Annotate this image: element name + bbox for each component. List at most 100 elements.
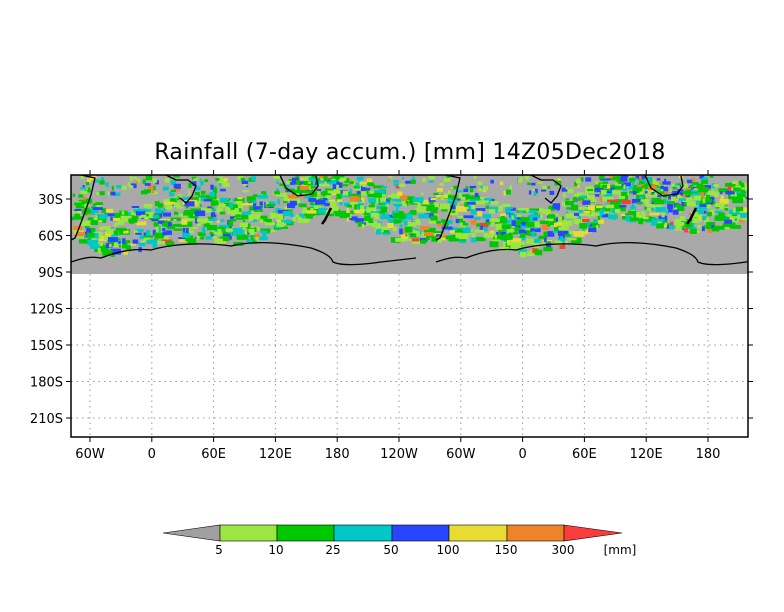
rain-cell	[209, 192, 215, 197]
rain-cell	[448, 227, 458, 231]
rain-cell	[304, 195, 314, 199]
rain-cell	[582, 200, 591, 205]
rain-cell	[604, 187, 614, 191]
rain-cell	[168, 222, 172, 227]
rain-cell	[111, 185, 114, 191]
rain-cell	[588, 227, 597, 233]
rain-cell	[402, 233, 406, 240]
new-zealand-coastline	[321, 207, 333, 225]
rain-cell	[407, 222, 417, 227]
rain-cell	[703, 210, 707, 214]
rain-cell	[146, 239, 158, 245]
rain-cell	[697, 224, 702, 229]
rain-cell	[740, 189, 745, 193]
rain-cell	[220, 219, 225, 222]
rain-cell	[586, 186, 594, 190]
rain-cell	[360, 185, 366, 191]
rain-cell	[381, 186, 388, 189]
africa-coastline	[165, 175, 197, 204]
rain-cell	[383, 230, 390, 233]
rain-cell	[510, 244, 522, 250]
rain-cell	[273, 191, 280, 195]
rain-cell	[330, 177, 336, 181]
rain-cell	[538, 235, 545, 239]
new-zealand-coastline	[686, 207, 698, 225]
rain-cell	[489, 198, 495, 202]
rain-cell	[578, 195, 585, 201]
rain-cell	[624, 195, 629, 201]
lat-tick-label: 120S	[30, 303, 63, 318]
rain-cell	[214, 186, 217, 190]
rain-cell	[629, 175, 632, 178]
rain-cell	[664, 178, 667, 183]
rain-cell	[597, 215, 600, 220]
rain-cell	[147, 206, 152, 209]
rain-cell	[152, 242, 157, 248]
rain-cell	[501, 215, 505, 218]
rain-cell	[412, 176, 415, 180]
rain-cell	[322, 190, 332, 197]
rain-cell	[145, 230, 150, 236]
rain-cell	[153, 185, 156, 190]
rain-cell	[518, 236, 526, 241]
rain-cell	[593, 206, 603, 212]
rain-cell	[558, 216, 562, 223]
rain-cell	[443, 177, 451, 182]
rain-cell	[418, 206, 426, 213]
rain-cell	[126, 212, 131, 217]
rain-cell	[97, 203, 102, 209]
rain-cell	[110, 248, 121, 255]
rain-cell	[715, 206, 723, 209]
rain-cell	[410, 230, 414, 237]
rain-cell	[257, 194, 269, 199]
rain-cell	[468, 204, 472, 209]
rain-cell	[424, 232, 433, 236]
rain-cell	[228, 220, 234, 227]
rain-cell	[557, 178, 561, 181]
rain-cell	[656, 223, 664, 229]
rain-cell	[267, 229, 276, 232]
rain-cell	[140, 208, 151, 212]
rain-cell	[680, 192, 684, 196]
rain-cell	[242, 190, 250, 193]
rain-cell	[696, 183, 703, 188]
rain-cell	[457, 215, 468, 220]
rain-cell	[83, 198, 93, 203]
rain-cell	[480, 225, 483, 230]
rain-cell	[577, 192, 584, 197]
rain-cell	[682, 190, 691, 197]
rain-cell	[441, 235, 447, 241]
rain-cell	[303, 177, 309, 181]
rain-cell	[140, 240, 145, 244]
rain-cell	[74, 209, 82, 211]
rain-cell	[135, 180, 138, 184]
rain-cell	[489, 209, 496, 214]
rain-cell	[610, 178, 616, 181]
rain-cell	[448, 237, 459, 242]
rain-cell	[666, 210, 669, 214]
rain-cell	[543, 236, 547, 242]
rain-cell	[727, 185, 732, 191]
rain-cell	[135, 178, 140, 183]
rain-cell	[565, 187, 569, 190]
rain-cell	[609, 201, 618, 205]
rain-cell	[510, 238, 522, 243]
rain-cell	[405, 180, 412, 184]
rain-cell	[76, 232, 85, 236]
rain-cell	[607, 199, 618, 203]
rain-cell	[565, 213, 577, 219]
rain-cell	[306, 210, 317, 214]
rain-cell	[677, 183, 682, 186]
rain-cell	[110, 191, 116, 196]
rain-cell	[576, 179, 581, 184]
rain-cell	[730, 182, 734, 185]
rain-cell	[657, 204, 662, 208]
rain-cell	[713, 184, 719, 188]
rain-cell	[441, 208, 448, 212]
rain-cell	[705, 225, 716, 230]
rain-cell	[240, 177, 246, 181]
rain-cell	[681, 183, 688, 189]
rain-cell	[218, 177, 224, 182]
rain-cell	[502, 203, 511, 207]
rain-cell	[175, 196, 180, 202]
